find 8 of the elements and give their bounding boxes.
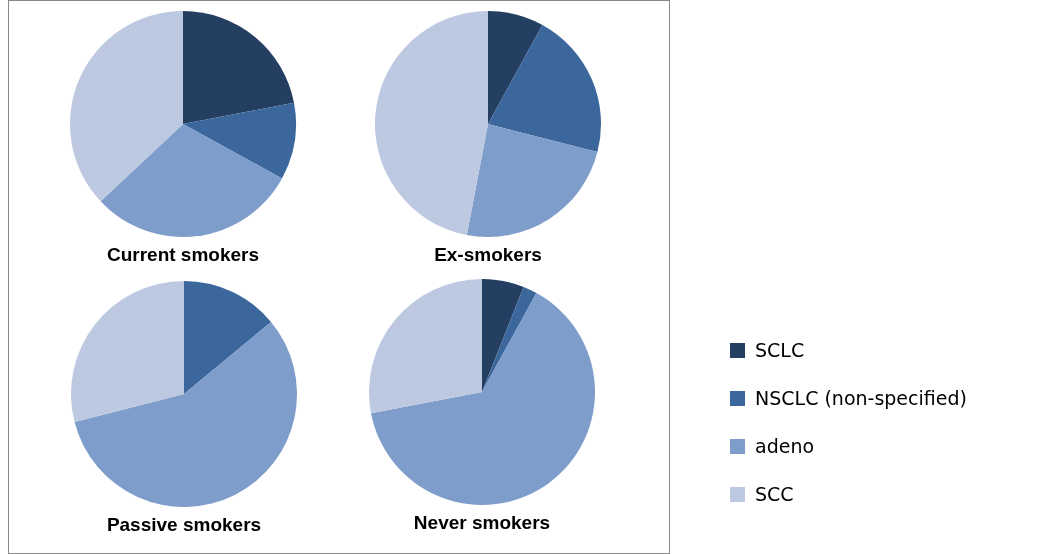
- legend-label: SCC: [755, 483, 794, 505]
- legend-label: adeno: [755, 435, 815, 457]
- legend-label: SCLC: [755, 339, 805, 361]
- slice-label: Current smokers: [105, 244, 261, 266]
- legend-label: NSCLC (non-specified): [755, 387, 967, 409]
- slice-label: Passive smokers: [105, 514, 263, 536]
- slice-label: Ex-smokers: [433, 244, 543, 266]
- slice-label: Never smokers: [412, 512, 552, 534]
